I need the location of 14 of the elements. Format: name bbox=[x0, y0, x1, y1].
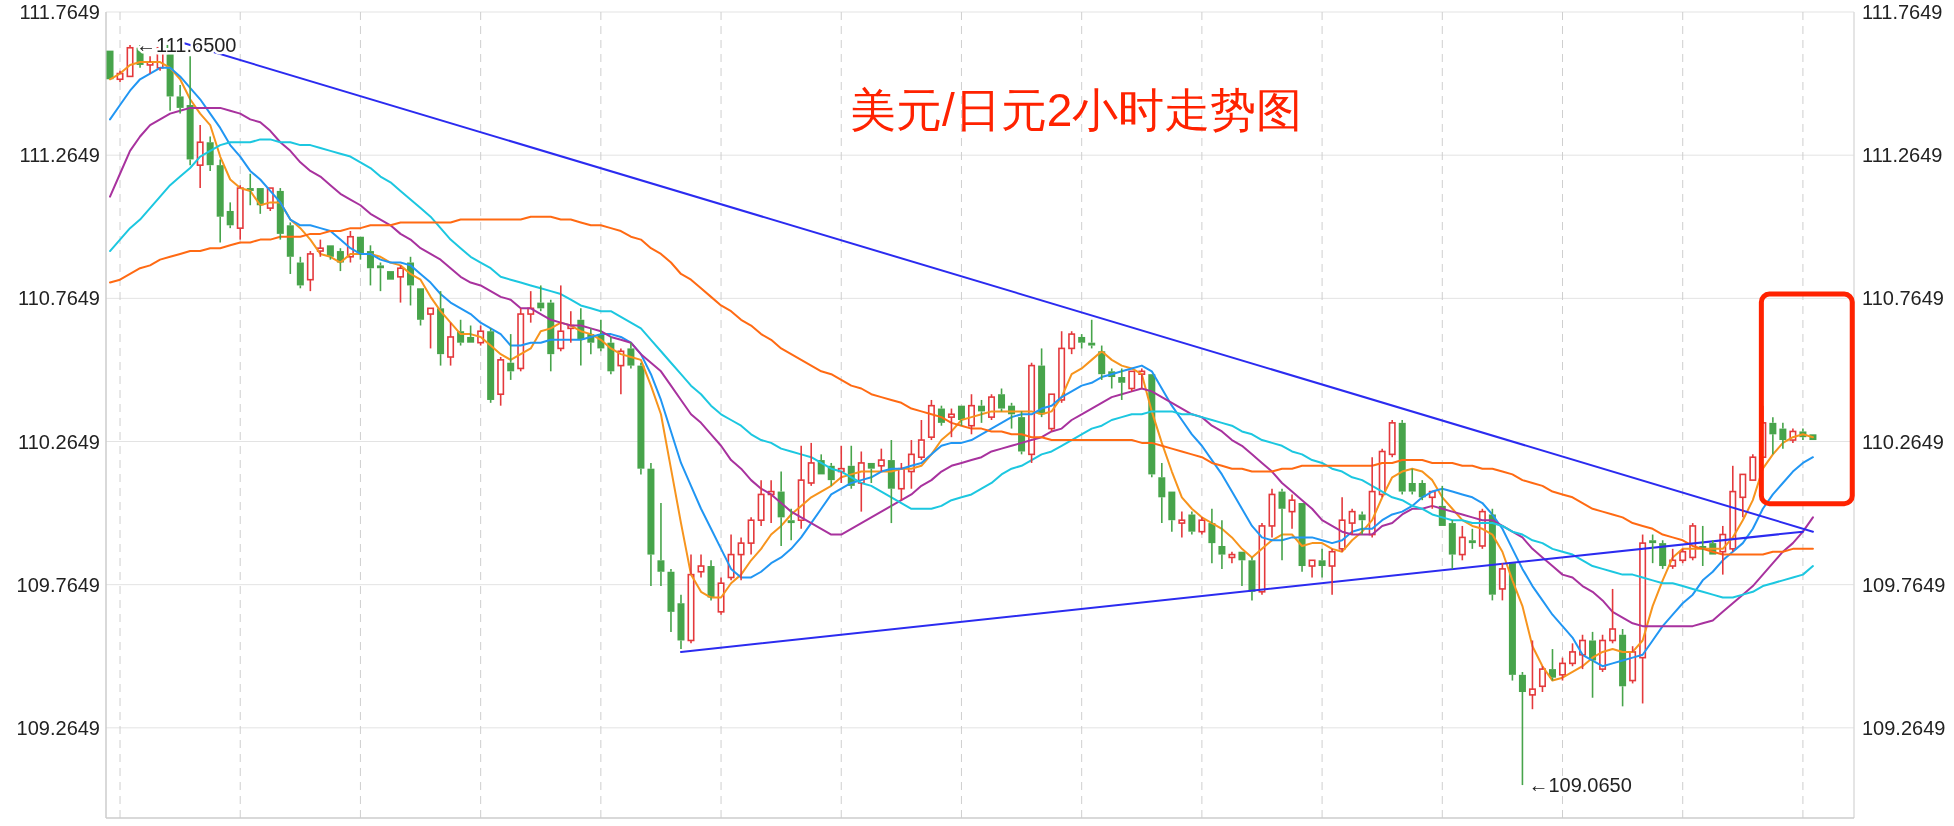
y-tick-label: 110.2649 bbox=[18, 430, 100, 453]
y-tick-label: 109.2649 bbox=[16, 716, 100, 739]
y2-tick-label: 109.7649 bbox=[1862, 573, 1946, 596]
y-tick-label: 110.7649 bbox=[18, 287, 100, 310]
y-tick-label: 111.2649 bbox=[19, 144, 100, 167]
y-tick-label: 111.7649 bbox=[19, 1, 100, 23]
y2-tick-label: 109.2649 bbox=[1862, 716, 1946, 739]
text: 美元/日元2小时走势图 bbox=[849, 84, 1303, 136]
annotation: ←109.0650 bbox=[1528, 774, 1632, 797]
y2-tick-label: 111.2649 bbox=[1862, 144, 1943, 167]
y2-tick-label: 110.2649 bbox=[1862, 430, 1944, 453]
y2-tick-label: 111.7649 bbox=[1862, 1, 1943, 23]
y-tick-label: 109.7649 bbox=[16, 573, 100, 596]
y2-tick-label: 110.7649 bbox=[1862, 287, 1944, 310]
